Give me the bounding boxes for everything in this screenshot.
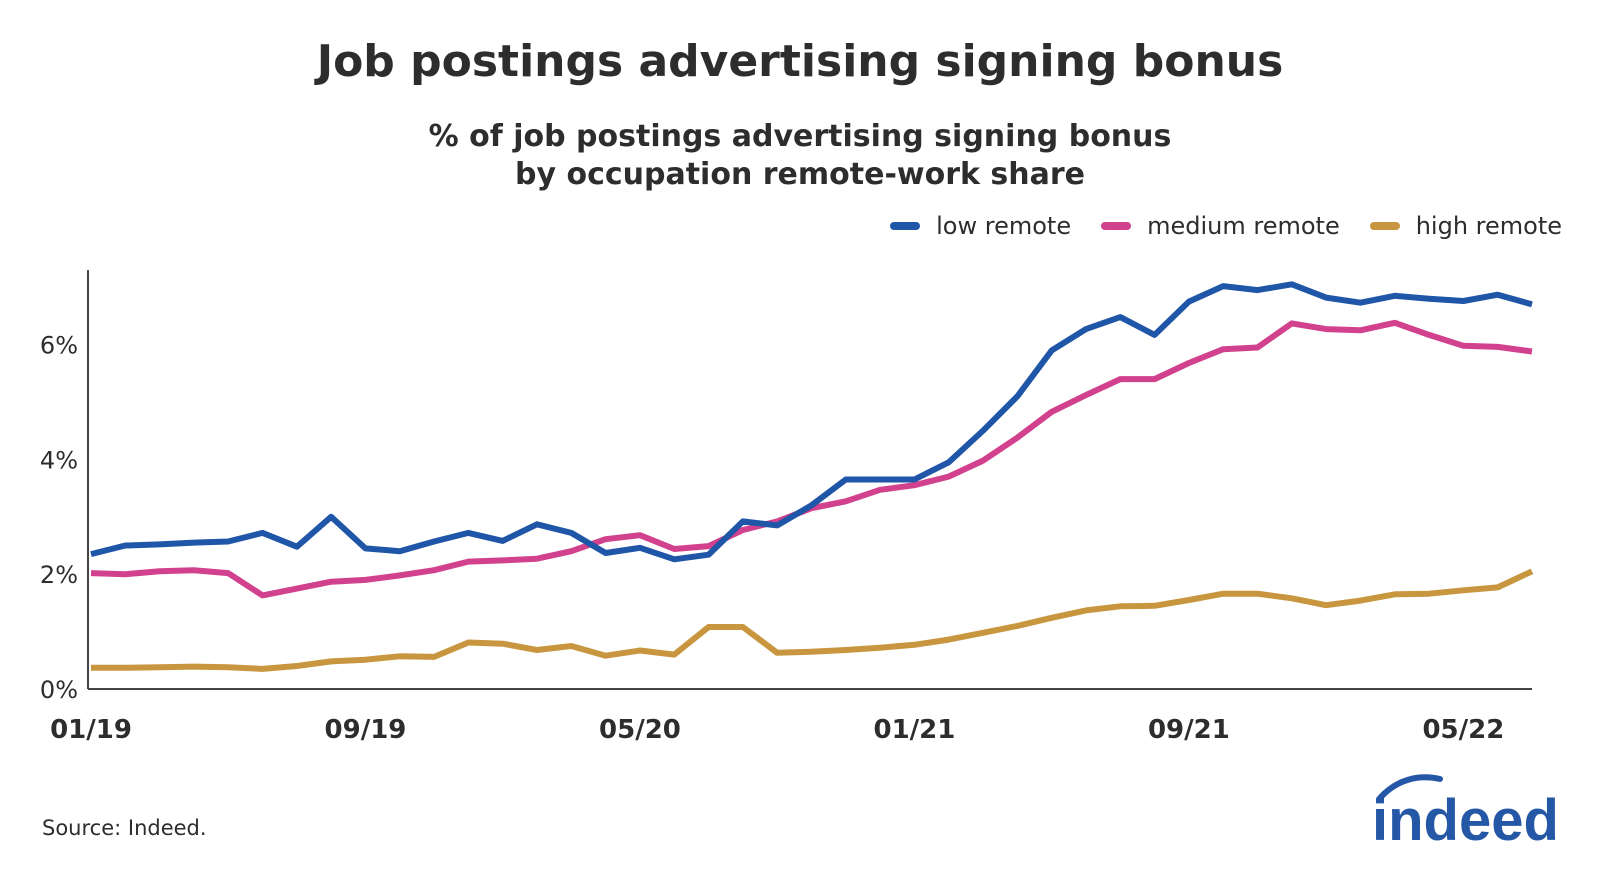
legend-swatch-low-remote xyxy=(890,222,921,230)
subtitle-line-1: % of job postings advertising signing bo… xyxy=(428,119,1172,154)
legend-item-low-remote: low remote xyxy=(890,212,1071,240)
x-tick-label: 09/19 xyxy=(325,715,407,745)
x-tick-label: 05/20 xyxy=(599,715,681,745)
y-tick-label: 0% xyxy=(40,676,78,704)
legend-label-low-remote: low remote xyxy=(936,212,1072,240)
x-tick-label: 01/21 xyxy=(873,715,955,745)
source-note: Source: Indeed. xyxy=(42,816,207,840)
legend-item-high-remote: high remote xyxy=(1369,212,1562,240)
series-line-high-remote xyxy=(91,568,1534,672)
series-line-medium-remote xyxy=(90,319,1533,599)
subtitle-line-2: by occupation remote-work share xyxy=(514,157,1086,192)
x-tick-label: 09/21 xyxy=(1148,715,1230,745)
legend-swatch-high-remote xyxy=(1369,222,1400,230)
chart-subtitle: % of job postings advertising signing bo… xyxy=(0,118,1600,194)
x-axis-ticks: 01/19 09/19 05/20 01/21 09/21 05/22 xyxy=(50,715,1504,745)
y-axis-ticks: 0% 2% 4% 6% xyxy=(40,332,78,704)
y-tick-label: 2% xyxy=(40,561,78,589)
legend-swatch-medium-remote xyxy=(1101,222,1132,230)
y-tick-label: 6% xyxy=(40,332,78,360)
legend-label-medium-remote: medium remote xyxy=(1147,212,1340,240)
chart-title: Job postings advertising signing bonus xyxy=(316,36,1284,87)
x-tick-label: 05/22 xyxy=(1422,715,1504,745)
legend-label-high-remote: high remote xyxy=(1415,212,1562,240)
series-lines xyxy=(90,281,1534,672)
logo-text: indeed xyxy=(1372,788,1559,850)
chart-legend: low remote medium remote high remote xyxy=(890,212,1562,240)
indeed-logo: indeed xyxy=(1372,774,1559,850)
y-tick-label: 4% xyxy=(40,446,78,474)
legend-item-medium-remote: medium remote xyxy=(1101,212,1340,240)
series-line-low-remote xyxy=(90,281,1533,563)
logo-swoosh-icon xyxy=(1377,774,1443,801)
x-tick-label: 01/19 xyxy=(50,715,132,745)
